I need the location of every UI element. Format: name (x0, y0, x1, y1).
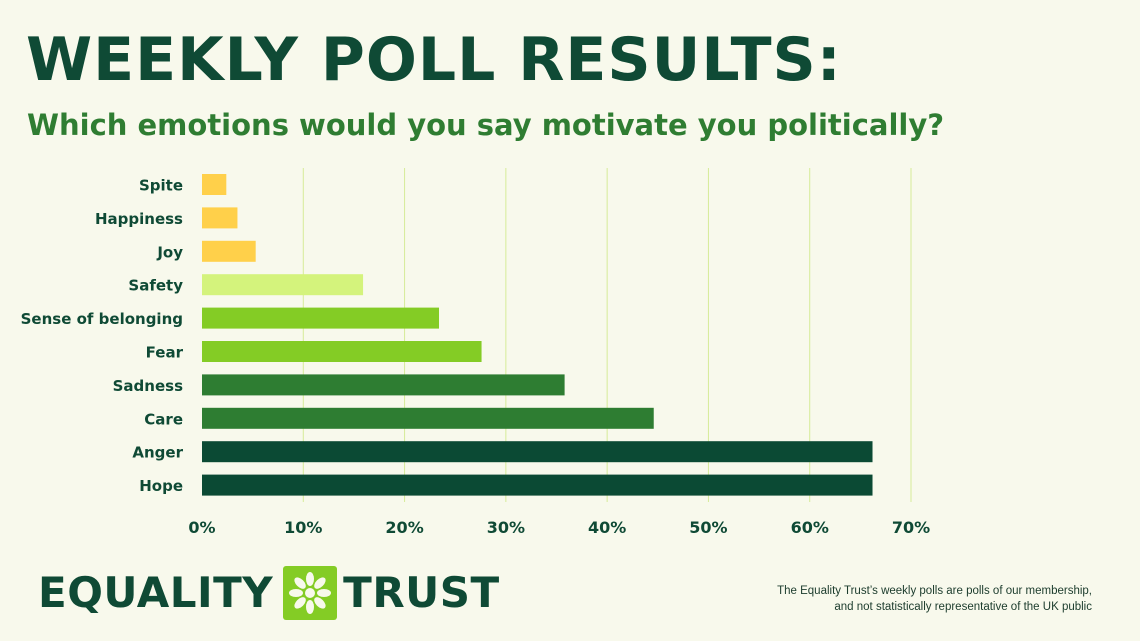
bar-joy (202, 240, 256, 262)
y-category-label: Fear (146, 344, 184, 362)
bar-fear (202, 341, 482, 362)
y-category-label: Spite (139, 177, 183, 195)
bar-happiness (202, 207, 238, 229)
x-tick-label: 50% (689, 518, 727, 537)
bar-chart: 0% 10% 20% 30% 40% 50% 60% 70% Spite Happiness Joy… (21, 168, 930, 537)
bar-spite (202, 174, 227, 195)
x-tick-label: 40% (588, 518, 626, 537)
bar-hope (202, 474, 873, 496)
x-tick-label: 70% (892, 518, 930, 537)
y-category-label: Anger (132, 444, 183, 462)
page-title: WEEKLY POLL RESULTS: (26, 25, 842, 95)
y-category-label: Care (144, 410, 183, 428)
footnote-line-1: The Equality Trust’s weekly polls are po… (777, 585, 1092, 597)
bar-sadness (202, 374, 565, 396)
logo-word-trust: TRUST (343, 568, 500, 617)
footnote-line-2: and not statistically representative of … (834, 601, 1092, 614)
x-tick-label: 0% (188, 518, 215, 537)
bar-safety (202, 274, 364, 296)
flower-icon (283, 566, 338, 620)
footnote: The Equality Trust’s weekly polls are po… (712, 583, 1092, 615)
y-category-label: Happiness (95, 210, 183, 228)
y-category-label: Hope (139, 477, 183, 495)
bar-care (202, 407, 654, 429)
equality-trust-logo: EQUALITY TRUST (38, 566, 500, 620)
y-category-label: Safety (128, 277, 183, 295)
x-tick-label: 60% (791, 518, 829, 537)
y-category-label: Joy (156, 243, 183, 261)
page-subtitle: Which emotions would you say motivate yo… (27, 108, 945, 142)
x-tick-label: 20% (385, 518, 423, 537)
bar-anger (202, 441, 873, 463)
y-category-label: Sadness (113, 377, 183, 395)
x-tick-label: 10% (284, 518, 322, 537)
logo-word-equality: EQUALITY (38, 568, 274, 617)
y-category-label: Sense of belonging (21, 310, 183, 328)
bar-sense-of-belonging (202, 307, 440, 329)
x-tick-label: 30% (487, 518, 525, 537)
